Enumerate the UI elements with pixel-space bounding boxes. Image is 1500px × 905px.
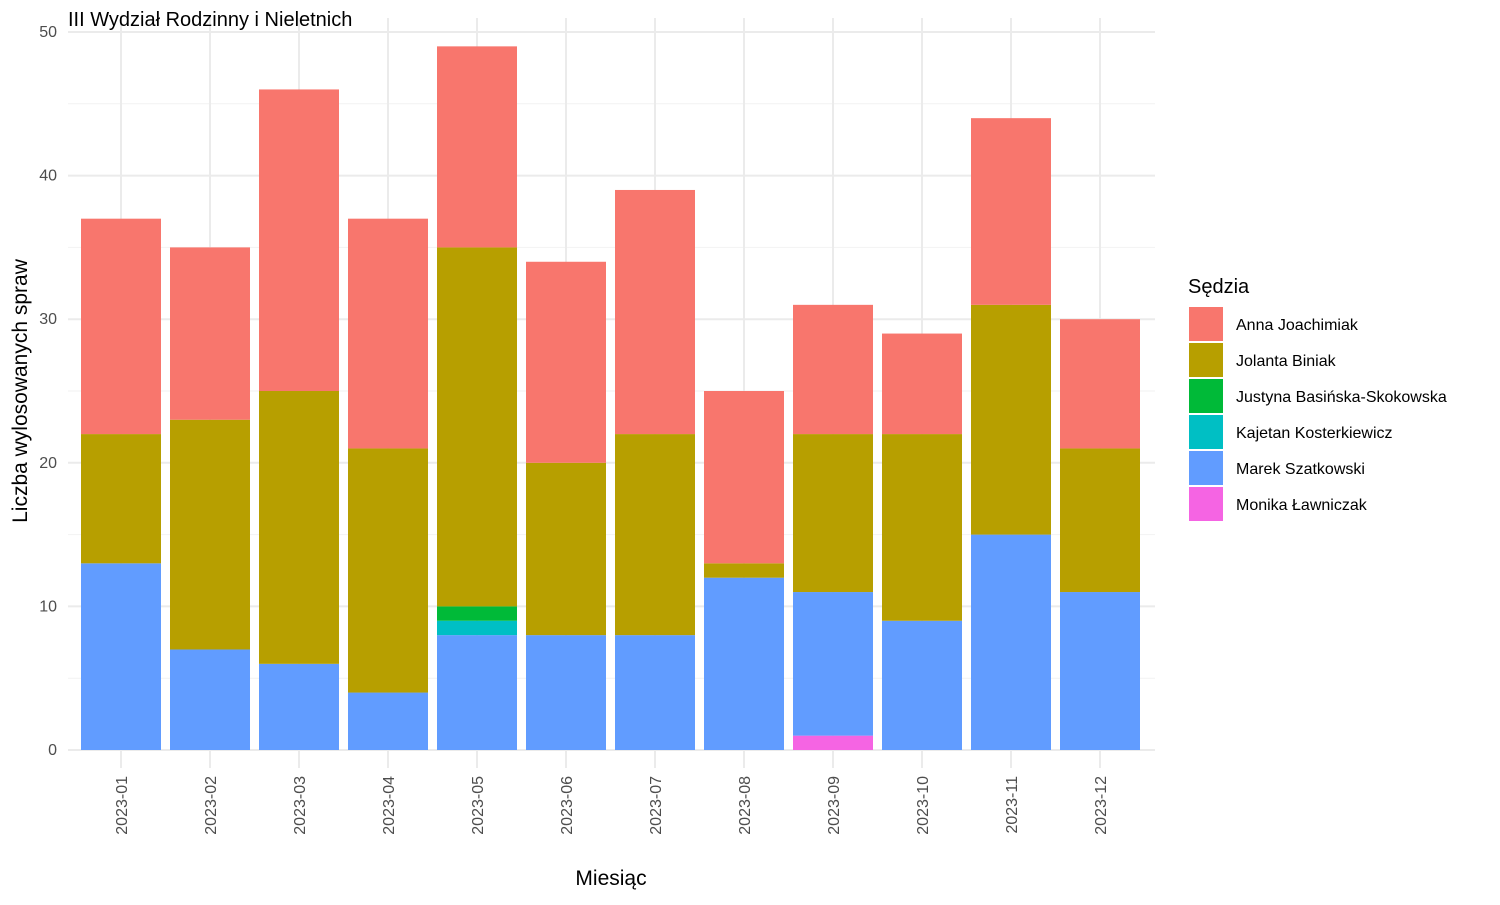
bar-segment: 2023-02 — Anna Joachimiak: 12: [170, 247, 250, 420]
x-tick-label: 2023-04: [381, 776, 398, 835]
bar-segment: 2023-04 — Jolanta Biniak: 17: [348, 448, 428, 693]
legend-items: Anna Joachimiak Jolanta Biniak Justyna Bas…: [1189, 307, 1447, 521]
bar-segment: 2023-12 — Anna Joachimiak: 9: [1060, 319, 1140, 449]
bar-segment: 2023-11 — Marek Szatkowski: 15: [971, 534, 1051, 750]
y-axis-label: Liczba wylosowanych spraw: [9, 258, 32, 523]
legend-label: Justyna Basińska-Skokowska: [1236, 389, 1447, 406]
y-tick-label: 50: [39, 24, 57, 41]
bars: 2023-01 — Marek Szatkowski: 132023-01 — …: [81, 46, 1140, 750]
bar-segment: 2023-09 — Anna Joachimiak: 9: [793, 304, 873, 435]
y-tick-label: 30: [39, 311, 57, 328]
legend: Sędzia Anna Joachimiak Jolanta Biniak Just…: [1188, 276, 1447, 521]
bar-segment: 2023-06 — Marek Szatkowski: 8: [526, 635, 606, 750]
bar-segment: 2023-01 — Marek Szatkowski: 13: [81, 563, 161, 750]
x-tick-label: 2023-10: [915, 776, 932, 835]
chart-title: III Wydział Rodzinny i Nieletnich: [68, 9, 352, 31]
bar-segment: 2023-03 — Marek Szatkowski: 6: [259, 663, 339, 750]
bar-segment: 2023-03 — Jolanta Biniak: 19: [259, 391, 339, 664]
bar-segment: 2023-05 — Kajetan Kosterkiewicz: 1: [437, 620, 517, 636]
legend-label: Monika Ławniczak: [1236, 497, 1368, 514]
bar-segment: 2023-06 — Jolanta Biniak: 12: [526, 462, 606, 636]
bar-segment: 2023-07 — Anna Joachimiak: 17: [615, 189, 695, 435]
bar-segment: 2023-08 — Marek Szatkowski: 12: [704, 577, 784, 750]
x-tick-label: 2023-08: [737, 776, 754, 835]
y-tick-label: 20: [39, 455, 57, 472]
y-axis-ticks: 0 10 20 30 40 50: [39, 24, 57, 759]
bar-segment: 2023-10 — Jolanta Biniak: 13: [882, 434, 962, 621]
y-tick-label: 0: [48, 742, 57, 759]
x-tick-label: 2023-02: [203, 776, 220, 835]
x-axis-label: Miesiąc: [575, 867, 646, 890]
y-tick-label: 10: [39, 598, 57, 615]
legend-label: Anna Joachimiak: [1236, 317, 1359, 334]
legend-swatch: [1189, 487, 1223, 521]
bar-segment: 2023-05 — Jolanta Biniak: 25: [437, 247, 517, 607]
bar-segment: 2023-11 — Jolanta Biniak: 16: [971, 304, 1051, 535]
x-tick-label: 2023-07: [648, 776, 665, 835]
y-tick-label: 40: [39, 168, 57, 185]
bar-segment: 2023-12 — Marek Szatkowski: 11: [1060, 592, 1140, 750]
bar-segment: 2023-05 — Justyna Basińska-Skokowska: 1: [437, 606, 517, 621]
legend-title: Sędzia: [1188, 276, 1250, 298]
bar-segment: 2023-02 — Marek Szatkowski: 7: [170, 649, 250, 750]
bar-segment: 2023-10 — Marek Szatkowski: 9: [882, 620, 962, 750]
bar-segment: 2023-05 — Anna Joachimiak: 14: [437, 46, 517, 248]
legend-label: Jolanta Biniak: [1236, 353, 1337, 370]
legend-swatch: [1189, 307, 1223, 341]
bar-segment: 2023-09 — Monika Ławniczak: 1: [793, 735, 873, 750]
bar-segment: 2023-08 — Anna Joachimiak: 12: [704, 391, 784, 564]
bar-segment: 2023-03 — Anna Joachimiak: 21: [259, 89, 339, 391]
x-tick-label: 2023-06: [559, 776, 576, 835]
bar-segment: 2023-04 — Anna Joachimiak: 16: [348, 218, 428, 449]
legend-swatch: [1189, 343, 1223, 377]
bar-segment: 2023-11 — Anna Joachimiak: 13: [971, 118, 1051, 305]
legend-label: Kajetan Kosterkiewicz: [1236, 425, 1393, 442]
bar-segment: 2023-02 — Jolanta Biniak: 16: [170, 419, 250, 650]
legend-swatch: [1189, 451, 1223, 485]
bar-segment: 2023-12 — Jolanta Biniak: 10: [1060, 448, 1140, 593]
bar-segment: 2023-07 — Jolanta Biniak: 14: [615, 434, 695, 636]
bar-segment: 2023-01 — Anna Joachimiak: 15: [81, 218, 161, 435]
bar-segment: 2023-10 — Anna Joachimiak: 7: [882, 333, 962, 435]
x-tick-label: 2023-01: [114, 776, 131, 835]
bar-segment: 2023-01 — Jolanta Biniak: 9: [81, 434, 161, 564]
bar-segment: 2023-05 — Marek Szatkowski: 8: [437, 635, 517, 750]
bar-segment: 2023-04 — Marek Szatkowski: 4: [348, 692, 428, 750]
legend-label: Marek Szatkowski: [1236, 461, 1365, 478]
bar-segment: 2023-08 — Jolanta Biniak: 1: [704, 563, 784, 578]
bar-segment: 2023-09 — Marek Szatkowski: 10: [793, 592, 873, 736]
x-axis-ticks: 2023-01 2023-02 2023-03 2023-04 2023-05 2023-…: [114, 776, 1110, 835]
legend-swatch: [1189, 379, 1223, 413]
x-tick-label: 2023-03: [292, 776, 309, 835]
x-tick-label: 2023-09: [826, 776, 843, 835]
x-tick-label: 2023-11: [1004, 776, 1021, 834]
legend-swatch: [1189, 415, 1223, 449]
bar-segment: 2023-07 — Marek Szatkowski: 8: [615, 635, 695, 750]
bar-segment: 2023-06 — Anna Joachimiak: 14: [526, 261, 606, 463]
x-tick-label: 2023-05: [470, 776, 487, 835]
x-tick-label: 2023-12: [1093, 776, 1110, 835]
bar-segment: 2023-09 — Jolanta Biniak: 11: [793, 434, 873, 593]
